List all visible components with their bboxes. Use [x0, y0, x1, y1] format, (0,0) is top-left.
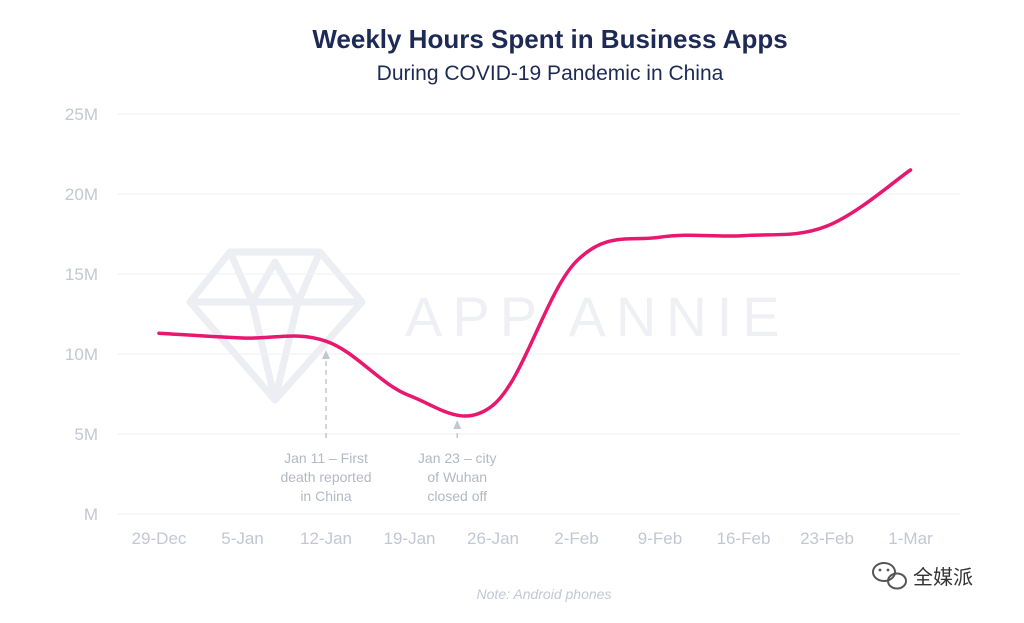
annotation-text: death reported	[280, 469, 371, 485]
data-point	[908, 168, 913, 172]
x-tick-label: 19-Jan	[384, 529, 436, 548]
data-point	[825, 224, 829, 228]
y-tick-label: 15M	[65, 265, 98, 284]
chart-title: Weekly Hours Spent in Business Apps	[312, 24, 787, 54]
x-tick-label: 1-Mar	[888, 529, 933, 548]
data-point	[324, 339, 328, 343]
brand-label: 全媒派	[913, 565, 973, 589]
annotation-text: Jan 11 – First	[284, 450, 368, 466]
data-point	[741, 234, 746, 238]
data-point	[407, 394, 412, 398]
annotation-arrowhead	[453, 420, 462, 429]
chart-note: Note: Android phones	[477, 586, 612, 602]
data-point	[574, 259, 579, 263]
annotation-arrowhead	[322, 350, 330, 359]
x-axis: 29-Dec 5-Jan 12-Jan 19-Jan 26-Jan 2-Feb 9-Feb 1…	[132, 529, 933, 548]
watermark: APP ANNIE	[186, 248, 790, 404]
annotation-text: of Wuhan	[427, 469, 487, 485]
annotation-text: closed off	[427, 488, 487, 504]
data-point	[240, 336, 245, 340]
y-tick-label: M	[84, 505, 98, 524]
data-point	[491, 403, 495, 407]
data-point	[157, 331, 161, 335]
x-tick-label: 2-Feb	[554, 529, 598, 548]
x-tick-label: 29-Dec	[132, 529, 187, 548]
chart-subtitle: During COVID-19 Pandemic in China	[377, 62, 724, 85]
brand-badge: 全媒派	[872, 562, 973, 590]
y-tick-label: 20M	[65, 185, 98, 204]
annotations: Jan 11 – First death reported in China Jan …	[280, 350, 497, 504]
y-tick-label: 25M	[65, 105, 98, 124]
x-tick-label: 12-Jan	[300, 529, 352, 548]
watermark-text: APP ANNIE	[405, 285, 790, 348]
wechat-icon	[872, 562, 907, 590]
y-axis: M 5M 10M 15M 20M 25M	[65, 105, 98, 524]
y-tick-label: 10M	[65, 345, 98, 364]
x-tick-label: 9-Feb	[638, 529, 682, 548]
y-tick-label: 5M	[74, 425, 98, 444]
annotation-text: Jan 23 – city	[418, 450, 497, 466]
x-tick-label: 16-Feb	[717, 529, 771, 548]
grid	[118, 113, 960, 515]
diamond-icon	[186, 248, 366, 404]
series-line	[157, 168, 913, 418]
x-tick-label: 26-Jan	[467, 529, 519, 548]
annotation-text: in China	[300, 488, 352, 504]
x-tick-label: 5-Jan	[221, 529, 264, 548]
x-tick-label: 23-Feb	[800, 529, 854, 548]
data-point	[658, 235, 662, 239]
series-layer	[157, 168, 913, 418]
